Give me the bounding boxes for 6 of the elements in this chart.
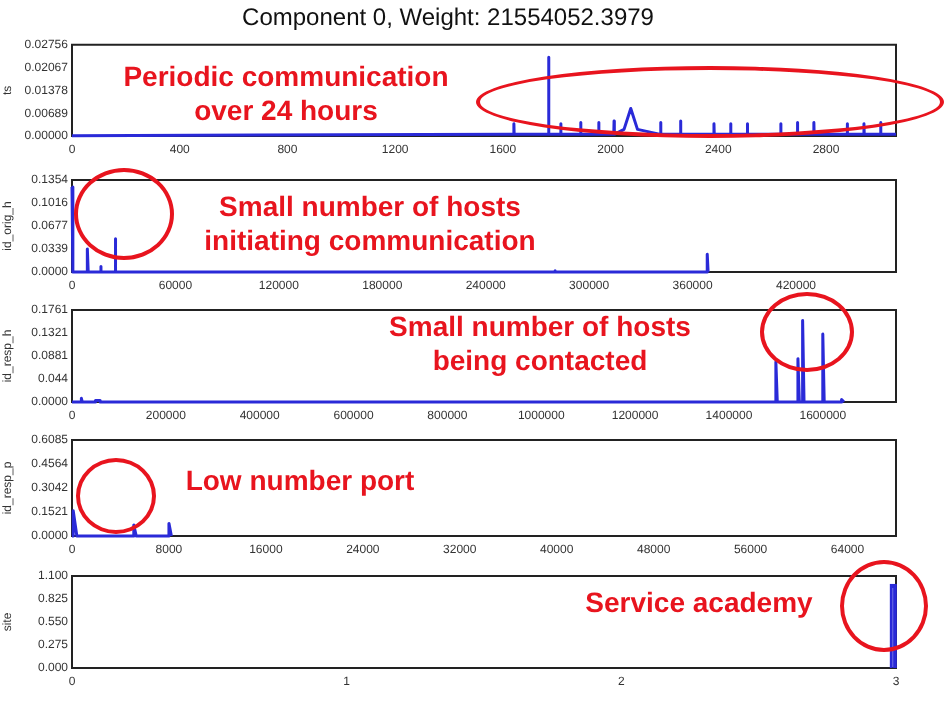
annotation: Small number of hosts initiating communication xyxy=(202,190,538,258)
annotation: Low number port xyxy=(183,464,417,498)
annotation: Periodic communication over 24 hours xyxy=(121,60,451,128)
annotation: Small number of hosts being contacted xyxy=(387,310,693,378)
annotation: Service academy xyxy=(583,586,815,620)
chart-title: Component 0, Weight: 21554052.3979 xyxy=(242,3,655,32)
